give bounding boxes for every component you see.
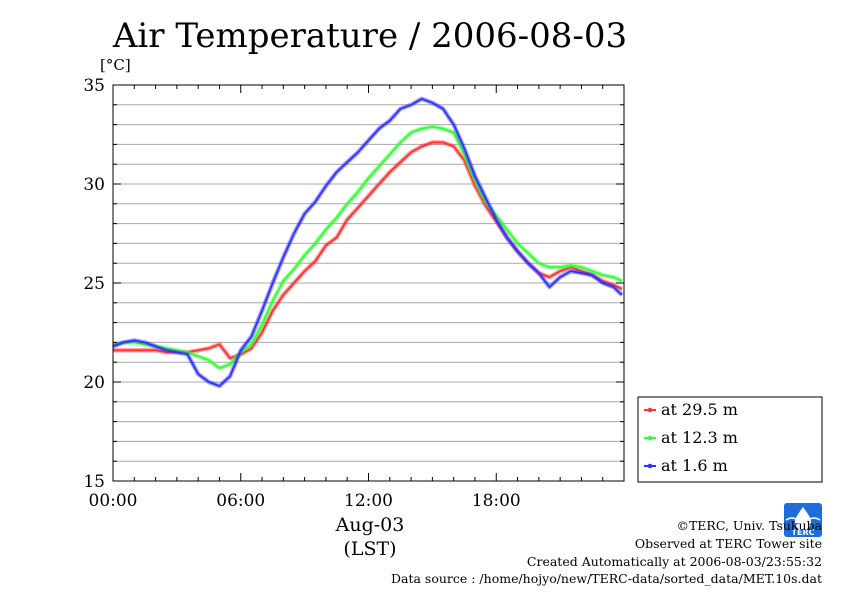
y-tick-label: 30 (83, 175, 105, 195)
legend-marker (647, 463, 653, 469)
series-layer (112, 96, 624, 389)
terc-logo: TERC (784, 503, 822, 537)
legend-label: at 1.6 m (661, 456, 728, 475)
y-tick-label: 15 (83, 472, 105, 492)
series-halo (112, 124, 623, 371)
water-drop-icon (795, 507, 811, 530)
y-axis-unit: [°C] (100, 56, 131, 74)
created-timestamp-text: Created Automatically at 2006-08-03/23:5… (527, 554, 822, 569)
wave-icon (785, 517, 821, 521)
y-tick-label: 35 (83, 76, 105, 96)
y-tick-label: 20 (83, 373, 105, 393)
data-source-text: Data source : /home/hojyo/new/TERC-data/… (391, 571, 822, 586)
series-line (112, 98, 623, 387)
legend-marker (647, 407, 653, 413)
series-halo (113, 140, 623, 361)
legend: at 29.5 m at 12.3 m at 1.6 m (637, 396, 823, 483)
legend-label: at 29.5 m (661, 400, 738, 419)
grid-lines (113, 104, 624, 462)
series-line (112, 125, 623, 370)
x-axis-label-lst: (LST) (343, 538, 396, 560)
legend-label: at 12.3 m (661, 428, 738, 447)
logo-text: TERC (792, 528, 815, 537)
observed-site-text: Observed at TERC Tower site (635, 536, 822, 551)
chart-title: Air Temperature / 2006-08-03 (112, 16, 627, 56)
y-tick-label: 25 (83, 274, 105, 294)
series-line (113, 141, 623, 360)
legend-box (637, 396, 823, 483)
x-tick-label: 18:00 (472, 491, 521, 511)
x-axis-label-date: Aug-03 (335, 514, 405, 536)
x-tick-label: 00:00 (89, 491, 138, 511)
x-tick-label: 12:00 (344, 491, 393, 511)
axis-ticks: 15 20 25 30 35 00:00 06:00 12:00 18:00 (83, 76, 624, 511)
legend-marker (647, 435, 653, 441)
copyright-text: ©TERC, Univ. Tsukuba (676, 518, 822, 533)
x-tick-label: 06:00 (216, 491, 265, 511)
